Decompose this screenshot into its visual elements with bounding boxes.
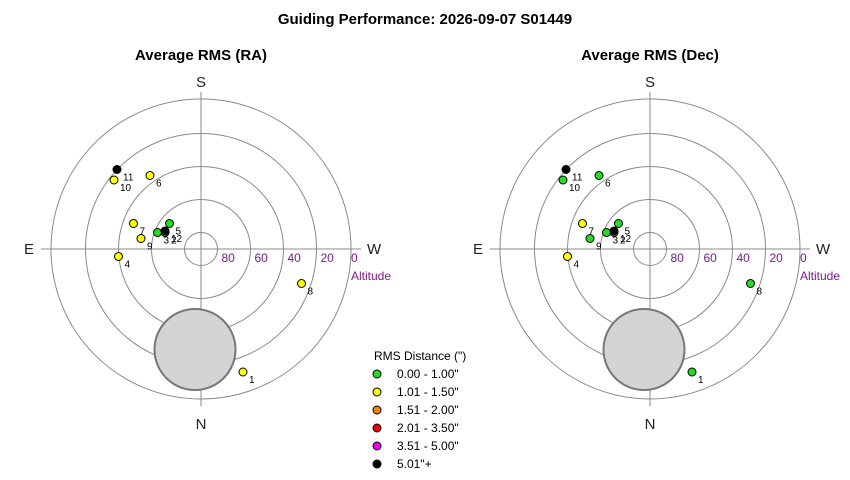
altitude-label: Altitude: [800, 269, 840, 283]
moon-disc: [153, 308, 237, 391]
data-point-5: [165, 219, 174, 228]
legend-label-magenta: 3.51 - 5.00": [397, 439, 459, 453]
data-point-12: [609, 226, 619, 236]
data-point-11: [561, 165, 571, 174]
altitude-tick-label: 0: [351, 251, 358, 265]
legend-title: RMS Distance ("): [374, 349, 466, 363]
moon-disc: [602, 308, 686, 391]
altitude-label: Altitude: [351, 269, 391, 283]
legend-label-yellow: 1.01 - 1.50": [397, 385, 459, 399]
point-label-3: 3: [164, 236, 170, 247]
point-label-4: 4: [574, 260, 580, 271]
altitude-tick-label: 40: [288, 251, 302, 265]
point-label-9: 9: [596, 242, 602, 253]
legend-swatch-magenta: [372, 441, 382, 451]
direction-bottom: N: [645, 416, 656, 433]
altitude-tick-label: 80: [222, 251, 236, 265]
legend-label-green: 0.00 - 1.00": [397, 367, 459, 381]
point-label-8: 8: [308, 287, 314, 298]
point-label-12: 12: [171, 234, 183, 245]
data-point-7: [129, 219, 138, 228]
point-label-11: 11: [123, 173, 134, 184]
polar-plot-2: Average RMS (Dec)SNE W80 60 40 20 0Altitude12…: [473, 47, 840, 433]
direction-right: W: [367, 241, 382, 258]
data-point-8: [746, 279, 755, 288]
data-point-3: [153, 228, 162, 237]
legend: RMS Distance (") 0.00 - 1.00" 1.01 - 1.50"…: [372, 349, 466, 471]
point-label-7: 7: [140, 227, 146, 238]
legend-swatch-yellow: [372, 387, 382, 397]
legend-swatch-orange: [372, 405, 382, 415]
point-label-11: 11: [572, 173, 583, 184]
altitude-tick-label: 20: [770, 251, 784, 265]
point-label-4: 4: [125, 260, 131, 271]
data-point-1: [238, 367, 248, 377]
chart-title: Guiding Performance: 2026-09-07 S01449: [278, 11, 572, 28]
point-label-5: 5: [176, 227, 182, 238]
data-point-12: [160, 226, 170, 236]
data-point-4: [114, 252, 123, 261]
direction-top: S: [645, 74, 655, 91]
point-label-10: 10: [120, 183, 132, 194]
point-label-1: 1: [249, 375, 255, 386]
direction-bottom: N: [196, 416, 207, 433]
data-point-11: [112, 165, 122, 174]
point-label-6: 6: [605, 179, 611, 190]
direction-left: E: [473, 241, 483, 258]
data-point-5: [614, 219, 623, 228]
data-point-1: [687, 367, 697, 377]
legend-swatch-green: [372, 369, 382, 379]
data-point-4: [563, 252, 572, 261]
point-label-10: 10: [569, 183, 581, 194]
altitude-tick-label: 20: [321, 251, 335, 265]
legend-label-orange: 1.51 - 2.00": [397, 403, 459, 417]
direction-left: E: [24, 241, 34, 258]
legend-swatch-black: [372, 459, 382, 469]
plot-title: Average RMS (Dec): [581, 47, 719, 64]
point-label-7: 7: [589, 227, 595, 238]
point-label-9: 9: [147, 242, 153, 253]
altitude-tick-label: 60: [704, 251, 718, 265]
data-point-3: [602, 228, 611, 237]
data-point-6: [594, 171, 604, 180]
point-label-1: 1: [698, 375, 704, 386]
legend-label-red: 2.01 - 3.50": [397, 421, 459, 435]
data-point-10: [109, 175, 119, 185]
data-point-9: [136, 234, 146, 243]
legend-label-black: 5.01"+: [397, 457, 432, 471]
point-label-3: 3: [613, 236, 619, 247]
direction-right: W: [816, 241, 831, 258]
point-label-2: 2: [171, 236, 177, 247]
point-label-6: 6: [156, 179, 162, 190]
data-point-6: [145, 171, 155, 180]
altitude-tick-label: 80: [671, 251, 685, 265]
data-point-9: [585, 234, 595, 243]
altitude-tick-label: 60: [255, 251, 269, 265]
altitude-tick-label: 0: [800, 251, 807, 265]
plot-title: Average RMS (RA): [135, 47, 267, 64]
point-label-12: 12: [620, 234, 632, 245]
polar-plot-1: Average RMS (RA)SNE W80 60 40 20 0Altitude123…: [24, 47, 391, 433]
direction-top: S: [196, 74, 206, 91]
legend-swatch-red: [372, 423, 382, 433]
point-label-2: 2: [620, 236, 626, 247]
point-label-8: 8: [757, 287, 763, 298]
data-point-7: [578, 219, 587, 228]
altitude-tick-label: 40: [737, 251, 751, 265]
point-label-5: 5: [625, 227, 631, 238]
data-point-10: [558, 175, 568, 185]
data-point-8: [297, 279, 306, 288]
